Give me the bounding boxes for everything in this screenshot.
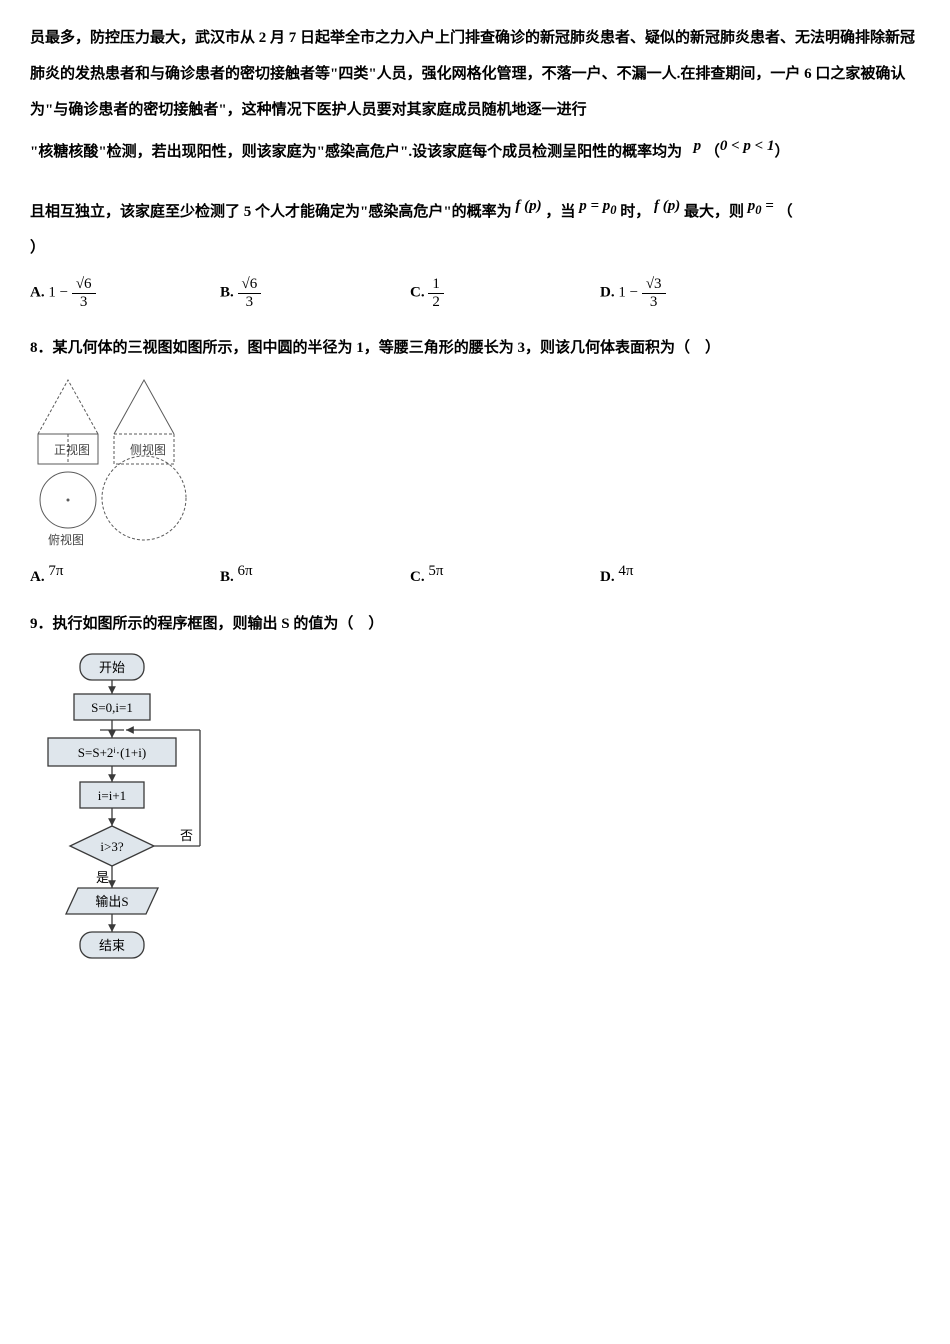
q7-p0-sub-2: 0 [755, 203, 761, 217]
q7-optA-frac: √6 3 [72, 276, 96, 310]
flow-out-text: 输出S [95, 894, 128, 909]
q7-mid3: 最大，则 [684, 204, 744, 220]
flow-init-text: S=0,i=1 [91, 700, 133, 715]
q7-optB-num: √6 [238, 276, 262, 294]
q8-label-side: 侧视图 [130, 442, 166, 457]
q8-option-b: B. 6π [220, 562, 410, 586]
q7-mid2: 时， [620, 204, 650, 220]
flow-no-label: 否 [180, 828, 193, 843]
q8-side-dashed-circle [102, 456, 186, 540]
q7-optB-frac: √6 3 [238, 276, 262, 310]
q7-fp-1: f (p) [515, 198, 541, 214]
q9-stem: 9．执行如图所示的程序框图，则输出 S 的值为（ ） [30, 606, 920, 642]
flow-start-text: 开始 [99, 660, 125, 675]
q7-closing: ） [30, 230, 920, 266]
q9-flowchart: 开始 S=0,i=1 S=S+2ⁱ·(1+i) i=i+1 i>3? 否 是 输… [30, 648, 240, 1008]
q7-optB-den: 3 [238, 294, 262, 311]
q7-range-open: （ [705, 144, 720, 160]
q7-option-c: C. 1 2 [410, 276, 600, 310]
q7-option-b: B. √6 3 [220, 276, 410, 310]
q7-fp-2: f (p) [654, 198, 680, 214]
q7-range-close: ） [774, 144, 789, 160]
q7-optC-frac: 1 2 [428, 276, 444, 310]
q8-svg: 正视图 侧视图 俯视图 [30, 372, 190, 552]
q8-option-d: D. 4π [600, 562, 790, 586]
q7-option-d: D. 1 − √3 3 [600, 276, 790, 310]
q8-optD-label: D. [600, 569, 615, 585]
q8-label-top: 俯视图 [48, 532, 84, 547]
q7-peqp0: p = p0 [579, 198, 616, 214]
q7-p0-sub-1: 0 [610, 203, 616, 217]
q8-front-tri [38, 380, 98, 434]
q7-optA-num: √6 [72, 276, 96, 294]
q8-optD-val: 4π [618, 563, 633, 579]
q7-para1: 员最多，防控压力最大，武汉市从 2 月 7 日起举全市之力入户上门排查确诊的新冠… [30, 20, 920, 128]
q9-figure: 开始 S=0,i=1 S=S+2ⁱ·(1+i) i=i+1 i>3? 否 是 输… [30, 648, 920, 1008]
q7-p0-eq: p0 = [748, 198, 774, 214]
q8-optC-label: C. [410, 569, 425, 585]
q7-optD-frac: √3 3 [642, 276, 666, 310]
q8-optA-label: A. [30, 569, 45, 585]
flow-cond-text: i>3? [100, 839, 123, 854]
q7-optD-num: √3 [642, 276, 666, 294]
q7-optD-label: D. [600, 284, 615, 300]
q7-p-symbol: p [694, 138, 702, 154]
q7-optC-label: C. [410, 284, 425, 300]
q7-optC-den: 2 [428, 294, 444, 311]
q8-option-a: A. 7π [30, 562, 220, 586]
q7-para3: 且相互独立，该家庭至少检测了 5 个人才能确定为"感染高危户"的概率为 f (p… [30, 188, 920, 230]
q8-side-tri [114, 380, 174, 434]
q7-optA-label: A. [30, 284, 45, 300]
q7-optB-label: B. [220, 284, 234, 300]
flow-end-text: 结束 [99, 938, 125, 953]
q7-optA-oneminus: 1 − [48, 284, 68, 300]
q7-optD-den: 3 [642, 294, 666, 311]
q7-mid1: ，当 [545, 204, 575, 220]
q7-option-a: A. 1 − √6 3 [30, 276, 220, 310]
flow-inc-text: i=i+1 [98, 788, 126, 803]
q7-options: A. 1 − √6 3 B. √6 3 C. 1 2 D. 1 − √3 3 [30, 276, 920, 310]
q7-para2-prefix: "核糖核酸"检测，若出现阳性，则该家庭为"感染高危户".设该家庭每个成员检测呈阳… [30, 144, 682, 160]
q7-optA-den: 3 [72, 294, 96, 311]
q7-tail-open: （ [778, 204, 793, 220]
q8-optC-val: 5π [428, 563, 443, 579]
q8-optB-label: B. [220, 569, 234, 585]
q7-optC-num: 1 [428, 276, 444, 294]
q8-option-c: C. 5π [410, 562, 600, 586]
q8-figure: 正视图 侧视图 俯视图 [30, 372, 920, 552]
q8-stem: 8．某几何体的三视图如图所示，图中圆的半径为 1，等腰三角形的腰长为 3，则该几… [30, 330, 920, 366]
q8-optA-val: 7π [48, 563, 63, 579]
q7-peq: p = p [579, 198, 610, 214]
q7-para3-prefix: 且相互独立，该家庭至少检测了 5 个人才能确定为"感染高危户"的概率为 [30, 204, 512, 220]
flow-yes-label: 是 [96, 870, 109, 885]
flow-body-text: S=S+2ⁱ·(1+i) [78, 745, 146, 760]
q7-para2: "核糖核酸"检测，若出现阳性，则该家庭为"感染高危户".设该家庭每个成员检测呈阳… [30, 128, 920, 170]
q8-optB-val: 6π [238, 563, 253, 579]
q8-options: A. 7π B. 6π C. 5π D. 4π [30, 562, 920, 586]
q7-range-expr: 0 < p < 1 [720, 138, 775, 154]
q7-optD-oneminus: 1 − [618, 284, 638, 300]
q8-top-center [67, 499, 70, 502]
q8-label-front: 正视图 [54, 442, 90, 457]
